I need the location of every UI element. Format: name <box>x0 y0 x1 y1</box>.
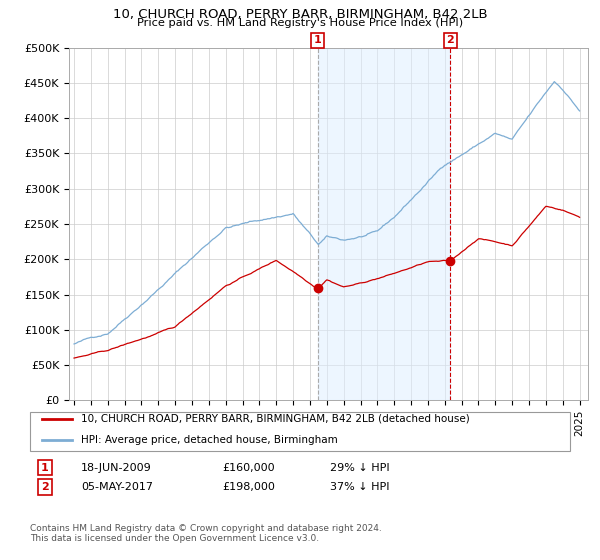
Text: 37% ↓ HPI: 37% ↓ HPI <box>330 482 389 492</box>
Text: Price paid vs. HM Land Registry's House Price Index (HPI): Price paid vs. HM Land Registry's House … <box>137 18 463 29</box>
Text: 1: 1 <box>41 463 49 473</box>
Text: £160,000: £160,000 <box>222 463 275 473</box>
Text: 18-JUN-2009: 18-JUN-2009 <box>81 463 152 473</box>
Text: 1: 1 <box>314 35 322 45</box>
Text: Contains HM Land Registry data © Crown copyright and database right 2024.
This d: Contains HM Land Registry data © Crown c… <box>30 524 382 543</box>
Text: HPI: Average price, detached house, Birmingham: HPI: Average price, detached house, Birm… <box>81 435 338 445</box>
Text: 10, CHURCH ROAD, PERRY BARR, BIRMINGHAM, B42 2LB: 10, CHURCH ROAD, PERRY BARR, BIRMINGHAM,… <box>113 8 487 21</box>
Text: 05-MAY-2017: 05-MAY-2017 <box>81 482 153 492</box>
Text: £198,000: £198,000 <box>222 482 275 492</box>
Bar <box>318 48 451 400</box>
Text: 29% ↓ HPI: 29% ↓ HPI <box>330 463 389 473</box>
Text: 2: 2 <box>446 35 454 45</box>
Text: 2: 2 <box>41 482 49 492</box>
Text: 10, CHURCH ROAD, PERRY BARR, BIRMINGHAM, B42 2LB (detached house): 10, CHURCH ROAD, PERRY BARR, BIRMINGHAM,… <box>81 414 470 424</box>
